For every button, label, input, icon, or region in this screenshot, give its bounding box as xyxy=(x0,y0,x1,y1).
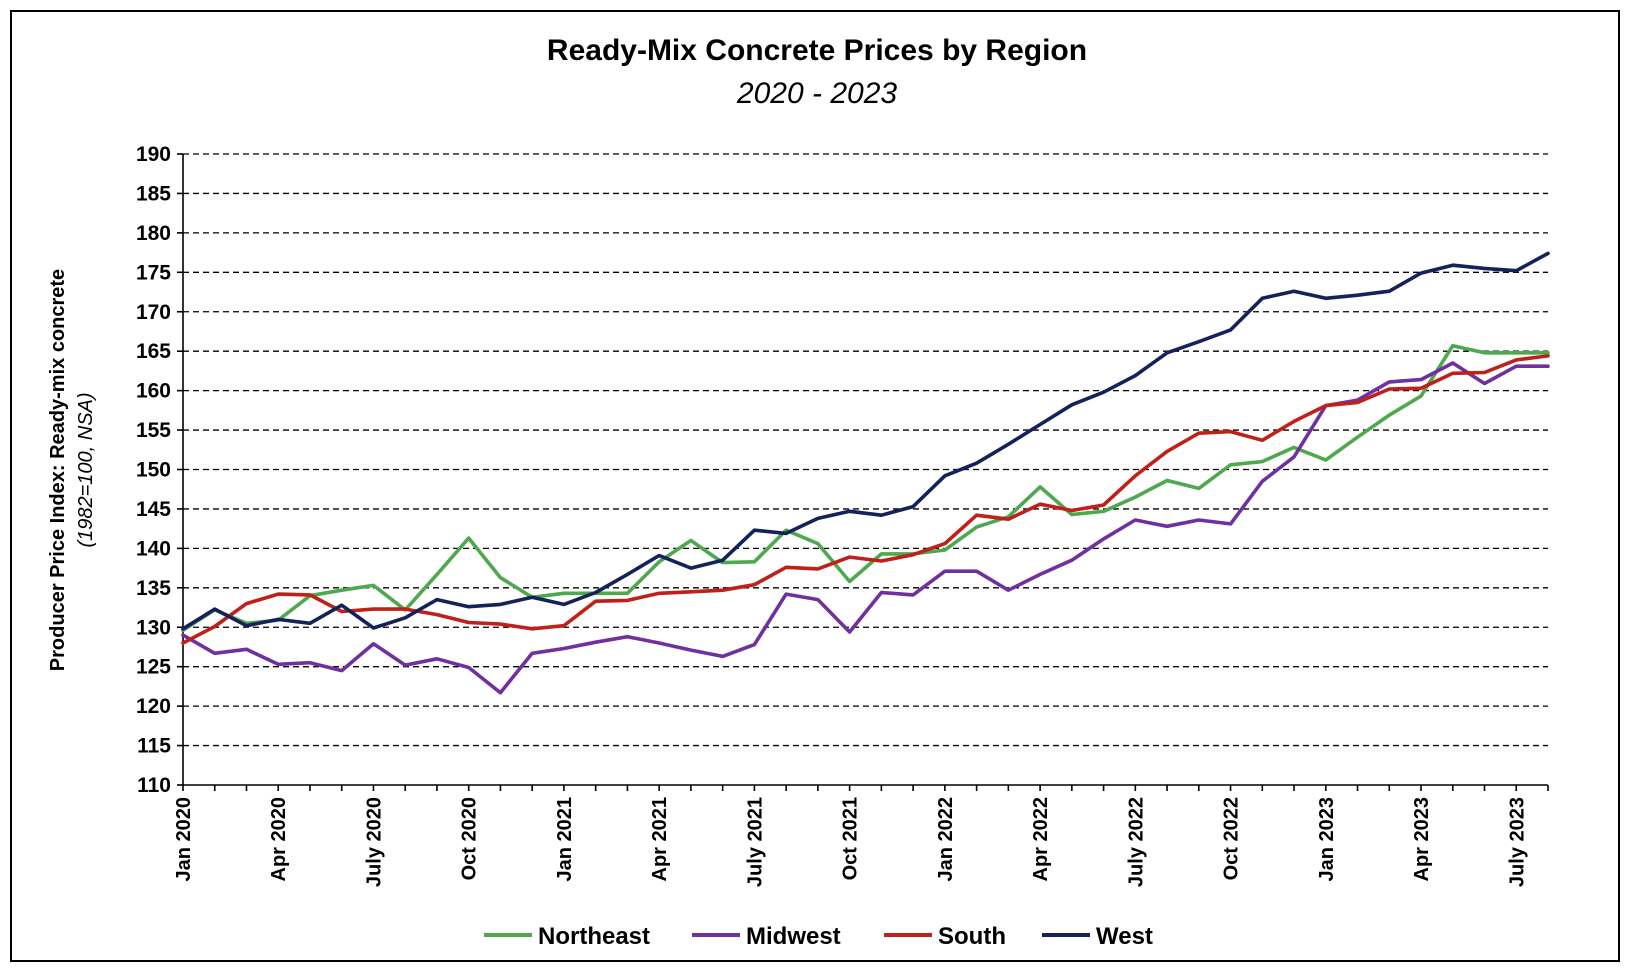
y-tick-label: 190 xyxy=(136,143,171,166)
x-tick-label: Jan 2022 xyxy=(935,797,957,882)
series-line-northeast xyxy=(181,343,1550,633)
legend: Northeast Midwest South West xyxy=(484,923,1153,950)
y-tick-label: 115 xyxy=(137,735,171,758)
axes xyxy=(182,154,1548,786)
chart-frame xyxy=(10,10,1620,962)
chart-title: Ready-Mix Concrete Prices by Region xyxy=(547,34,1087,67)
x-tick-label: Apr 2020 xyxy=(268,797,290,882)
x-tick-label: Oct 2020 xyxy=(459,797,481,880)
y-tick-label: 185 xyxy=(136,182,171,205)
y-tick-label: 110 xyxy=(137,774,171,797)
y-axis-subtitle: (1982=100, NSA) xyxy=(75,392,97,547)
series-line-midwest xyxy=(181,361,1550,695)
y-tick-label: 165 xyxy=(136,340,171,363)
legend-label-west: West xyxy=(1096,923,1153,950)
x-tick-label: Jan 2021 xyxy=(554,797,576,882)
x-tick-label: Jan 2023 xyxy=(1316,797,1338,882)
x-tick-label: Apr 2022 xyxy=(1030,797,1052,882)
series-line-south xyxy=(181,354,1550,645)
x-tick-label: Apr 2023 xyxy=(1411,797,1433,882)
y-tick-label: 170 xyxy=(136,301,171,324)
x-axis-ticks: Jan 2020 Apr 2020 July 2020 Oct 2020 Jan 202… xyxy=(173,785,1549,887)
gridlines xyxy=(183,153,1548,747)
y-tick-label: 125 xyxy=(136,656,171,679)
y-tick-label: 130 xyxy=(136,616,171,639)
x-tick-label: July 2021 xyxy=(744,797,766,887)
y-axis-title-group: Producer Price Index: Ready-mix concrete… xyxy=(47,269,97,671)
series-lines xyxy=(181,251,1550,695)
chart-subtitle: 2020 - 2023 xyxy=(736,77,897,110)
y-tick-label: 120 xyxy=(136,695,171,718)
legend-label-midwest: Midwest xyxy=(746,923,841,950)
y-tick-label: 175 xyxy=(136,261,171,284)
y-tick-label: 145 xyxy=(136,498,171,521)
y-axis-title: Producer Price Index: Ready-mix concrete xyxy=(47,269,69,671)
x-tick-label: July 2020 xyxy=(363,797,385,887)
x-tick-label: Apr 2021 xyxy=(649,797,671,882)
x-tick-label: Jan 2020 xyxy=(173,797,195,882)
y-axis-ticks: 110 115 120 125 130 135 140 145 150 155 160 165 170 1… xyxy=(136,143,183,797)
legend-label-northeast: Northeast xyxy=(538,923,650,950)
y-tick-label: 160 xyxy=(136,380,171,403)
y-tick-label: 150 xyxy=(136,459,171,482)
x-tick-label: July 2023 xyxy=(1506,797,1528,887)
y-tick-label: 140 xyxy=(136,537,171,560)
legend-label-south: South xyxy=(938,923,1006,950)
y-tick-label: 180 xyxy=(136,222,171,245)
x-tick-label: Oct 2022 xyxy=(1221,797,1243,880)
x-tick-label: Oct 2021 xyxy=(840,797,862,880)
y-tick-label: 155 xyxy=(136,419,171,442)
y-tick-label: 135 xyxy=(136,577,171,600)
x-tick-label: July 2022 xyxy=(1125,797,1147,887)
series-line-west xyxy=(181,251,1550,631)
